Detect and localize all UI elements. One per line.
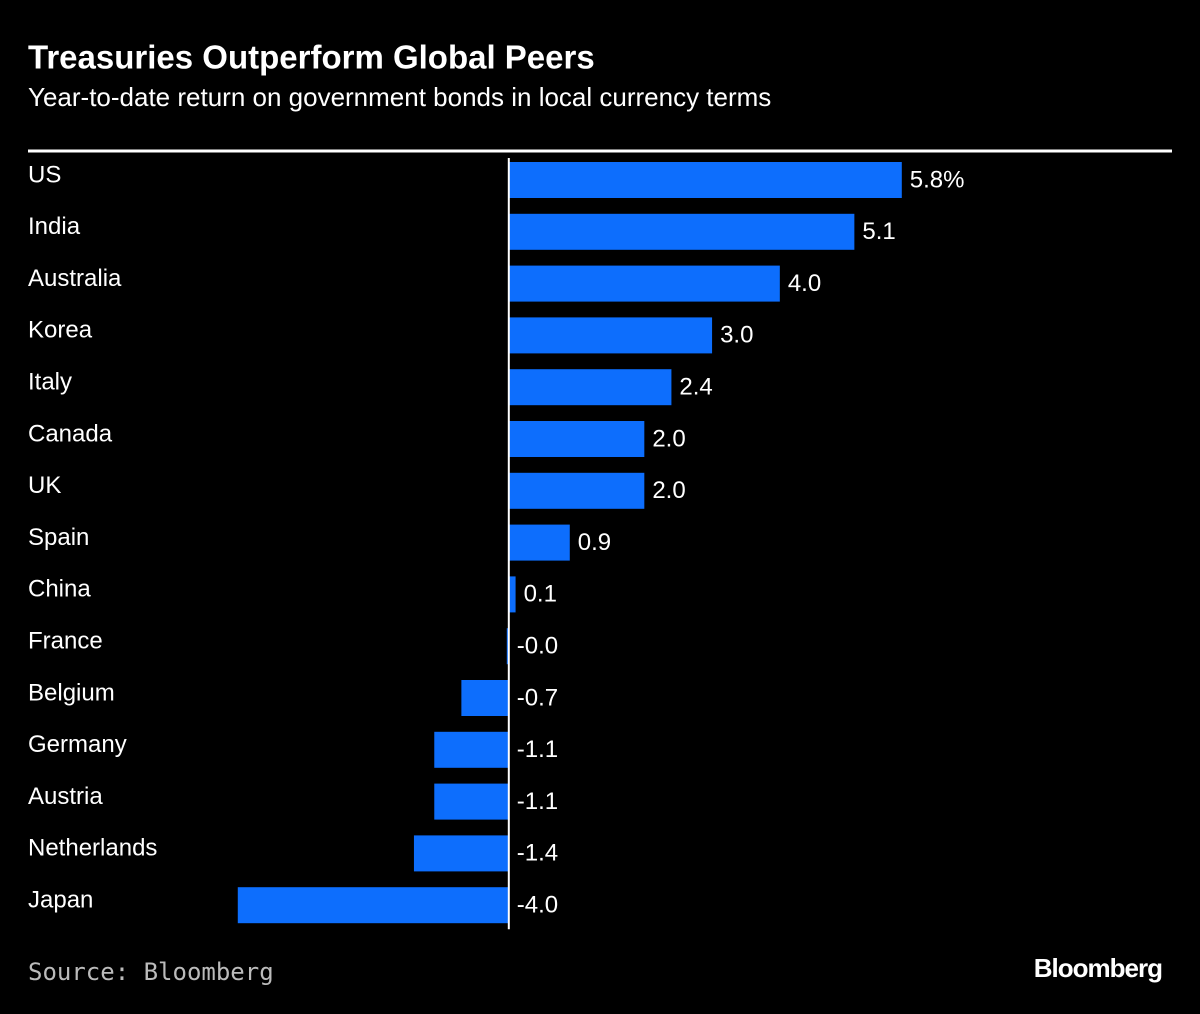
category-label: Spain (28, 524, 89, 551)
category-label: Canada (28, 420, 113, 447)
bar (237, 887, 509, 924)
chart-subtitle: Year-to-date return on government bonds … (28, 82, 771, 112)
bar (508, 369, 672, 406)
bar (508, 576, 516, 613)
value-label: 2.4 (679, 374, 712, 401)
category-label: Germany (28, 731, 127, 758)
value-label: -0.0 (517, 633, 558, 660)
value-label: -1.1 (517, 736, 558, 763)
category-label: France (28, 628, 103, 655)
value-label: 2.0 (652, 477, 685, 504)
category-label: Austria (28, 783, 103, 810)
bar (461, 680, 509, 716)
bar (508, 213, 855, 250)
source: Source: Bloomberg (28, 958, 274, 986)
value-label: -1.4 (517, 840, 558, 867)
bar (434, 731, 509, 768)
category-label: Australia (28, 265, 122, 292)
bar (508, 421, 645, 457)
value-label: 0.1 (524, 581, 557, 608)
category-label: China (28, 576, 91, 603)
value-label: 5.8% (910, 166, 965, 193)
category-label: Korea (28, 317, 93, 344)
category-label: Netherlands (28, 835, 157, 862)
category-label: India (28, 213, 81, 240)
category-label: Italy (28, 369, 72, 396)
value-label: 0.9 (578, 529, 611, 556)
value-label: -1.1 (517, 788, 558, 815)
value-label: 2.0 (652, 425, 685, 452)
chart-title: Treasuries Outperform Global Peers (28, 39, 595, 76)
category-label: US (28, 161, 61, 188)
value-label: -0.7 (517, 684, 558, 711)
value-label: 4.0 (788, 270, 821, 297)
category-label: UK (28, 472, 61, 499)
bar (508, 524, 570, 561)
category-label: Belgium (28, 679, 115, 706)
category-label: Japan (28, 887, 93, 914)
bar (413, 835, 509, 872)
value-label: 5.1 (862, 218, 895, 245)
logo: Bloomberg (1034, 953, 1162, 983)
bar (508, 472, 645, 509)
value-label: -4.0 (517, 892, 558, 919)
value-label: 3.0 (720, 322, 753, 349)
bar (508, 162, 902, 198)
bar (434, 783, 509, 820)
bar (506, 628, 509, 665)
bar (508, 317, 713, 354)
bar (508, 265, 780, 302)
